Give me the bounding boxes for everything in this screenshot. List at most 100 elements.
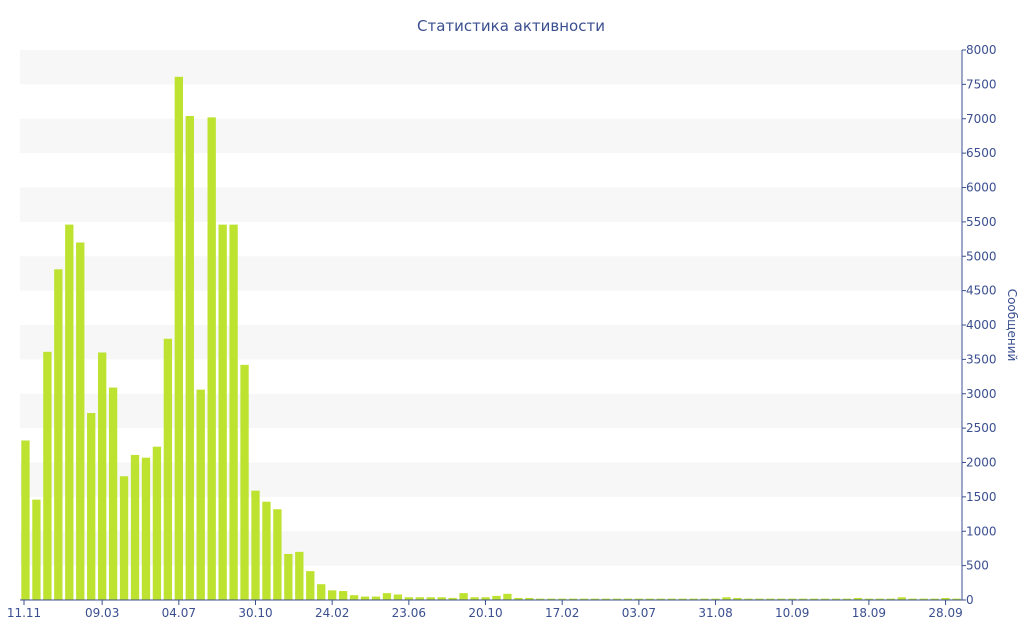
bar [908,598,917,601]
bar [54,269,63,600]
bar [875,598,885,601]
bar [820,598,830,601]
bar [207,117,216,600]
y-tick-label: 500 [966,559,989,573]
bar [766,598,775,601]
bar [514,597,523,600]
bar [240,364,249,601]
bar [163,338,173,600]
bar [152,446,162,600]
y-tick-label: 4500 [966,284,997,298]
grid-band [20,50,962,85]
y-tick-label: 1500 [966,490,997,504]
x-tick-label: 23.06 [392,606,426,620]
x-tick-label: 11.11 [7,606,41,620]
bar [196,389,205,601]
bar [689,598,698,601]
bar [919,598,928,601]
bar [328,590,337,601]
x-tick-label: 31.08 [698,606,732,620]
bars [21,76,961,601]
bar [590,598,600,601]
y-tick-label: 3000 [966,387,997,401]
y-axis-label: Сообщений [1005,289,1019,362]
bar [382,593,392,601]
x-tick-label: 03.07 [622,606,656,620]
bar [558,598,567,601]
bar [262,501,271,600]
y-tick-label: 4000 [966,318,997,332]
chart-title: Статистика активности [417,17,605,35]
bar [601,598,611,601]
bar [809,598,819,601]
bar [437,597,446,600]
bar [941,597,950,600]
bar [634,598,644,601]
grid-band [20,325,962,360]
bar [76,242,85,600]
y-tick-label: 7500 [966,77,997,91]
x-tick-label: 30.10 [238,606,272,620]
bar [722,597,731,600]
bar [667,598,676,601]
bar [492,595,501,601]
grid-band [20,393,962,429]
bar [525,597,534,600]
x-tick-label: 28.09 [928,606,962,620]
x-tick-label: 18.09 [852,606,886,620]
y-tick-label: 3500 [966,352,997,366]
bar [130,454,140,600]
x-tick-label: 20.10 [468,606,502,620]
bar [842,598,852,601]
bar [853,597,863,600]
bar [393,594,403,600]
bar [229,224,238,601]
bar [317,584,326,600]
x-tick-label: 09.03 [85,606,119,620]
x-tick-label: 24.02 [315,606,349,620]
y-tick-label: 1000 [966,524,997,538]
bar [295,551,304,601]
bar [897,597,906,600]
bar [711,598,720,601]
y-tick-label: 5500 [966,215,997,229]
y-tick-label: 6000 [966,181,997,195]
bar [755,598,764,601]
bar [864,598,874,601]
grid-band [20,531,962,566]
x-tick-label: 04.07 [162,606,196,620]
bar [218,224,227,601]
bar [623,598,633,601]
bar [119,476,129,600]
y-axis: 0 500 1000 1500 2000 2500 3000 3500 4000 4500 5000… [961,43,997,607]
grid-band [20,462,962,497]
x-tick-label: 17.02 [545,606,579,620]
bar [579,598,589,601]
bar [700,598,709,601]
y-tick-label: 2500 [966,421,997,435]
y-tick-label: 0 [966,593,974,607]
bar [371,596,381,600]
bar [349,595,359,600]
bar [459,593,468,601]
y-tick-label: 5000 [966,249,997,263]
bar [360,596,370,600]
bar [284,553,293,600]
bar [503,593,512,600]
bar [426,597,435,600]
bar [930,598,939,601]
bar [448,597,457,600]
bar [744,598,753,601]
bar [185,116,194,600]
bar [470,597,479,600]
grid-band [20,187,962,222]
bar [174,76,183,600]
x-tick-label: 10.09 [775,606,809,620]
y-tick-label: 2000 [966,456,997,470]
bar [733,597,742,600]
bar [831,598,841,601]
bar [536,598,545,601]
bar [32,499,41,601]
bar [65,224,74,601]
